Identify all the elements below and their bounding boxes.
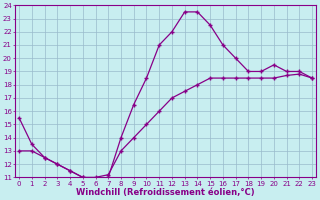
X-axis label: Windchill (Refroidissement éolien,°C): Windchill (Refroidissement éolien,°C) [76, 188, 255, 197]
